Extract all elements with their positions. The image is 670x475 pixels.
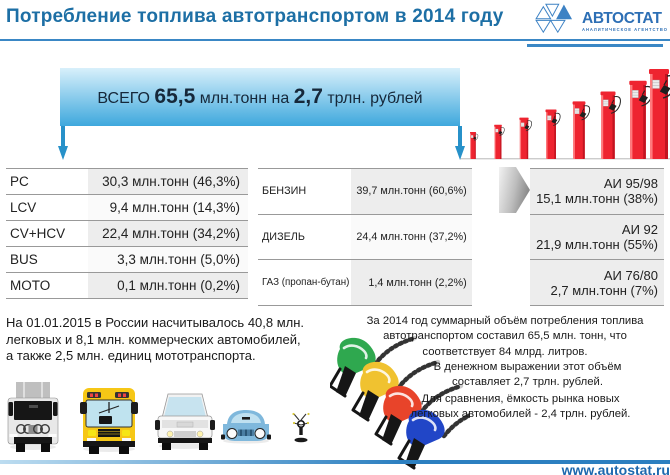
svg-text:АВТОСТАТ: АВТОСТАТ xyxy=(582,10,663,27)
svg-text:АНАЛИТИЧЕСКОЕ АГЕНТСТВО: АНАЛИТИЧЕСКОЕ АГЕНТСТВО xyxy=(582,27,668,32)
